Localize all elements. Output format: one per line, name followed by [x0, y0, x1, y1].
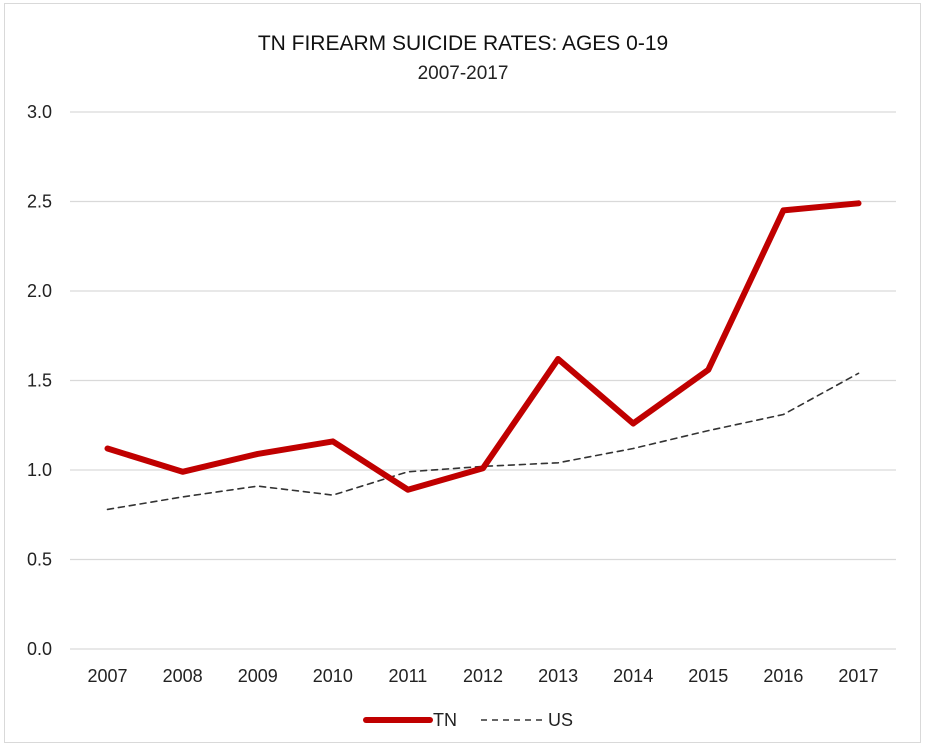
data-point-tn	[180, 469, 186, 475]
data-point-tn	[480, 465, 486, 471]
data-point-us	[632, 448, 634, 450]
x-tick-label: 2007	[88, 666, 128, 686]
x-axis: 2007 2008 2009 2010 2011 2012 2013 2014 2015 2016…	[88, 666, 879, 686]
data-point-us	[858, 373, 860, 375]
x-tick-label: 2015	[688, 666, 728, 686]
y-tick-label: 1.5	[27, 371, 52, 391]
y-tick-label: 0.5	[27, 550, 52, 570]
data-point-us	[557, 462, 559, 464]
x-tick-label: 2009	[238, 666, 278, 686]
series-line-tn	[104, 200, 862, 493]
x-tick-label: 2013	[538, 666, 578, 686]
chart-subtitle: 2007-2017	[418, 63, 509, 84]
data-point-us	[182, 496, 184, 498]
data-point-tn	[405, 487, 411, 493]
data-point-us	[707, 430, 709, 432]
chart-title: TN FIREARM SUICIDE RATES: AGES 0-19	[258, 32, 668, 55]
data-point-us	[783, 414, 785, 416]
data-point-us	[107, 509, 109, 511]
data-point-tn	[780, 207, 786, 213]
series-group	[104, 200, 862, 511]
data-point-us	[332, 494, 334, 496]
data-point-us	[407, 471, 409, 473]
legend: TN US	[363, 710, 573, 730]
data-point-tn	[555, 356, 561, 362]
x-tick-label: 2014	[613, 666, 653, 686]
data-point-tn	[705, 367, 711, 373]
x-tick-label: 2011	[389, 666, 428, 686]
data-point-tn	[330, 438, 336, 444]
y-tick-label: 1.0	[27, 460, 52, 480]
x-tick-label: 2012	[463, 666, 503, 686]
data-point-tn	[105, 446, 111, 452]
x-tick-label: 2016	[763, 666, 803, 686]
x-tick-label: 2008	[163, 666, 203, 686]
series-line-us	[106, 372, 860, 511]
x-tick-label: 2010	[313, 666, 353, 686]
y-tick-label: 2.5	[27, 192, 52, 212]
chart-frame	[4, 3, 921, 743]
data-point-tn	[630, 420, 636, 426]
y-tick-label: 2.0	[27, 281, 52, 301]
grid-lines	[70, 111, 896, 650]
data-point-us	[257, 485, 259, 487]
x-tick-label: 2017	[838, 666, 878, 686]
legend-label-tn: TN	[433, 710, 457, 730]
y-tick-label: 0.0	[27, 639, 52, 659]
y-axis: 0.0 0.5 1.0 1.5 2.0 2.5 3.0	[27, 102, 52, 659]
legend-label-us: US	[548, 710, 573, 730]
data-point-tn	[855, 200, 861, 206]
data-point-tn	[255, 451, 261, 457]
y-tick-label: 3.0	[27, 102, 52, 122]
